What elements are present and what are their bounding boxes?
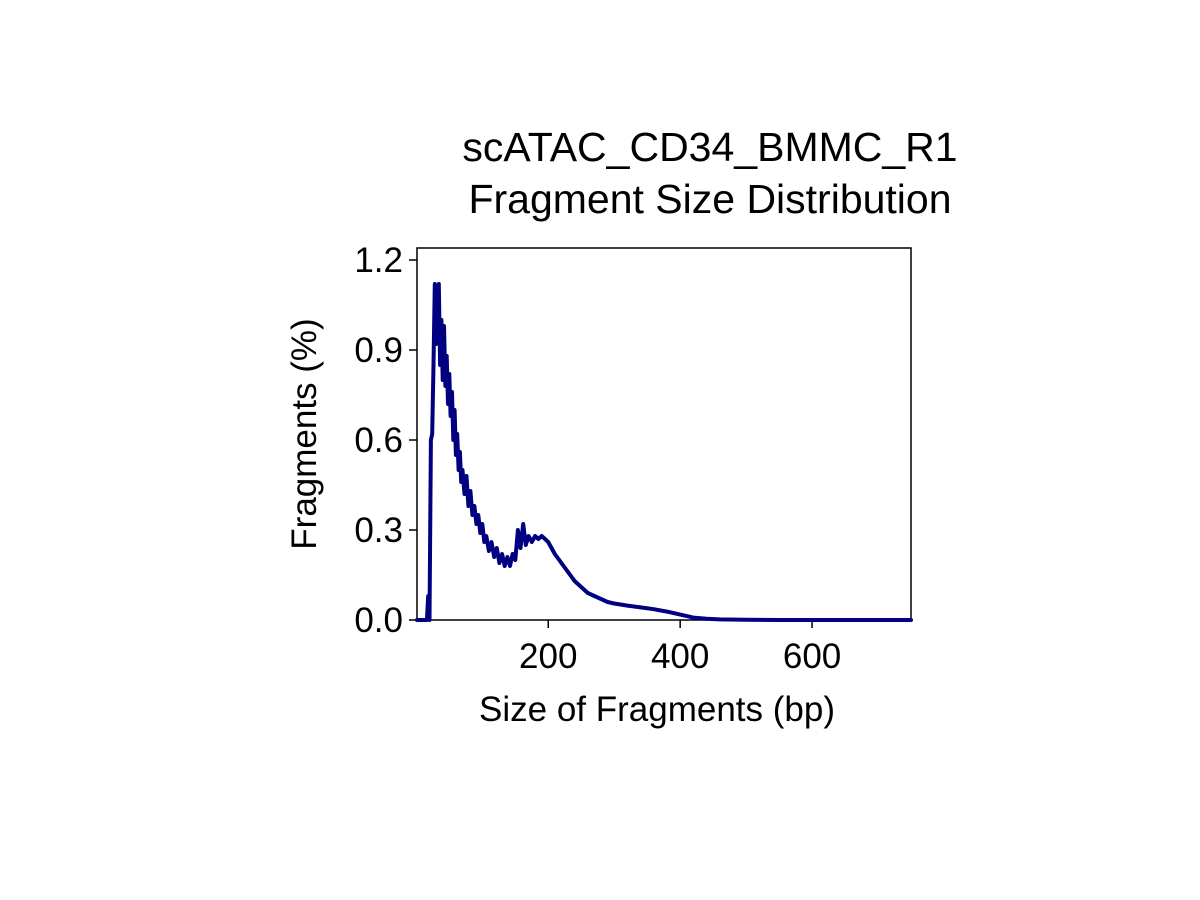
- x-tick-label: 600: [783, 637, 841, 676]
- y-tick-label: 0.9: [354, 331, 403, 370]
- series-line: [415, 282, 913, 622]
- x-tick-label: 200: [519, 637, 577, 676]
- series-layer: [415, 282, 913, 622]
- chart-title-line-1: scATAC_CD34_BMMC_R1: [462, 124, 957, 170]
- x-axis-ticks: 200 400 600: [519, 620, 841, 676]
- y-tick-label: 0.6: [354, 421, 403, 460]
- y-axis-label: Fragments (%): [285, 318, 324, 549]
- y-tick-label: 0.0: [354, 601, 403, 640]
- plot-frame: [416, 247, 912, 621]
- x-axis-label: Size of Fragments (bp): [479, 690, 835, 729]
- y-axis-ticks: 0.0 0.3 0.6 0.9 1.2: [354, 241, 417, 640]
- x-tick-label: 400: [651, 637, 709, 676]
- chart-title-line-2: Fragment Size Distribution: [468, 176, 951, 222]
- y-tick-label: 1.2: [354, 241, 403, 280]
- y-tick-label: 0.3: [354, 511, 403, 550]
